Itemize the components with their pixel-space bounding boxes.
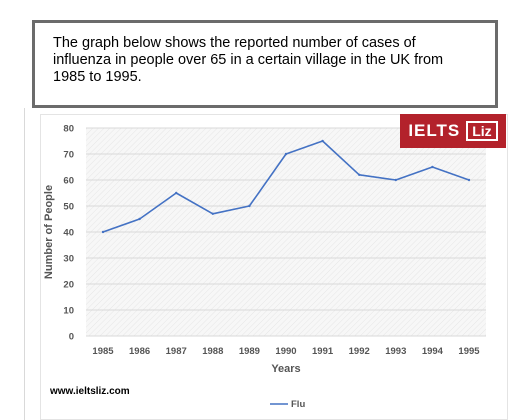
x-tick-label: 1991 [312,346,334,357]
y-tick-label: 30 [63,254,74,265]
prompt-line-2: influenza in people over 65 in a certain… [53,52,444,68]
y-tick-label: 40 [63,228,74,239]
y-tick-label: 60 [63,176,74,187]
x-tick-label: 1989 [239,346,260,357]
data-point [394,178,397,182]
data-point [101,230,105,234]
prompt-line-3: 1985 to 1995. [53,69,142,85]
x-tick-label: 1986 [129,346,150,357]
y-tick-label: 0 [69,332,74,343]
data-point [321,139,324,143]
x-tick-label: 1988 [202,346,223,357]
y-tick-label: 50 [63,202,74,213]
y-axis-title: Number of People [43,185,55,279]
ielts-liz-logo: IELTS Liz [400,114,506,148]
legend-label: Flu [291,399,305,410]
data-point [467,178,471,182]
y-tick-label: 80 [63,124,74,135]
data-point [138,217,141,221]
logo-box-text: Liz [466,121,498,141]
x-tick-label: 1990 [275,346,296,357]
prompt-line-1: The graph below shows the reported numbe… [53,35,416,51]
x-tick-label: 1985 [92,346,114,357]
data-point [358,173,361,176]
website-watermark: www.ieltsliz.com [50,386,130,397]
data-point [284,152,288,156]
data-point [431,165,434,169]
data-point [248,204,251,208]
left-rule [24,108,25,420]
y-tick-label: 20 [63,280,74,291]
x-tick-label: 1994 [422,346,444,357]
task-prompt: The graph below shows the reported numbe… [32,20,498,108]
x-tick-label: 1992 [349,346,370,357]
y-tick-label: 70 [63,150,74,161]
data-point [175,191,178,195]
x-tick-label: 1995 [458,346,480,357]
x-tick-label: 1993 [385,346,406,357]
x-axis-title: Years [271,363,300,375]
logo-text: IELTS [408,121,461,140]
data-point [211,212,214,215]
y-tick-label: 10 [63,306,74,317]
legend: Flu [270,399,305,410]
x-tick-label: 1987 [166,346,187,357]
